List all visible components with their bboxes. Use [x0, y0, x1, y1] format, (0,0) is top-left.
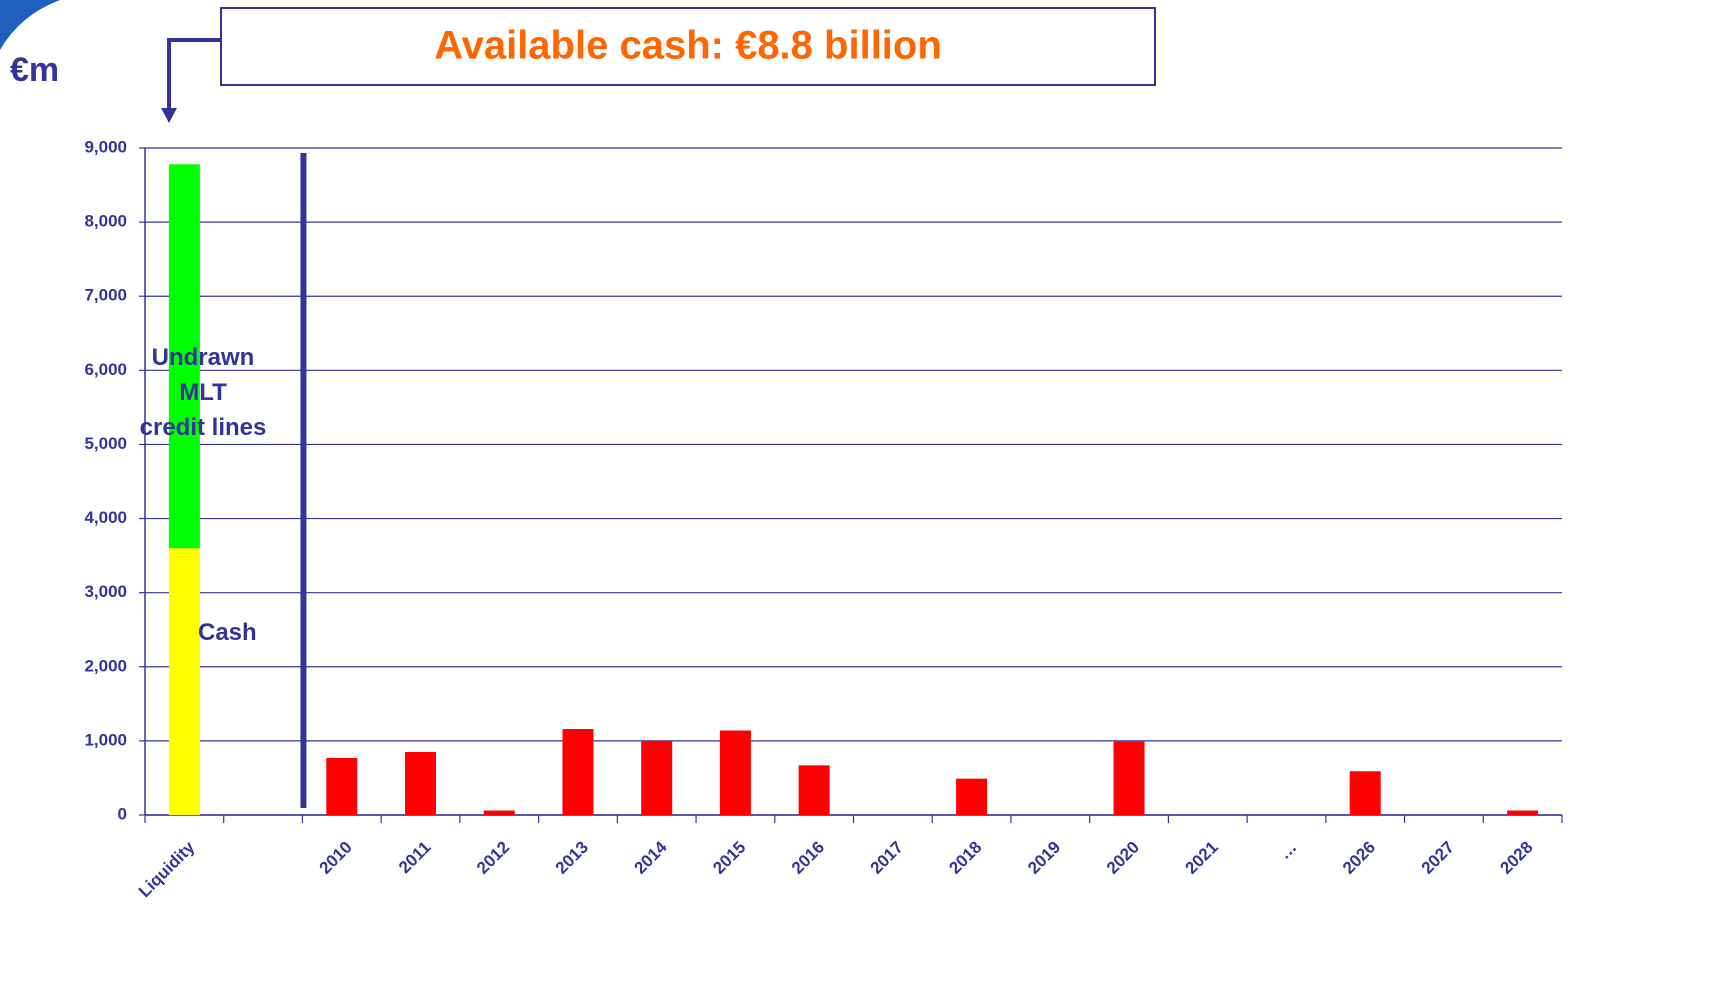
x-tick-label: 2018	[945, 838, 985, 878]
x-tick-label: 2027	[1418, 838, 1458, 878]
bar	[562, 729, 594, 815]
x-tick-label: 2028	[1496, 838, 1536, 878]
y-tick-label: 7,000	[84, 286, 127, 305]
x-tick-label: 2020	[1103, 838, 1143, 878]
bar	[1349, 771, 1381, 815]
x-tick-label: 2012	[473, 838, 513, 878]
x-tick-label: 2010	[316, 838, 356, 878]
y-tick-label: 3,000	[84, 582, 127, 601]
bar	[168, 164, 200, 549]
bar	[956, 778, 988, 815]
y-tick-label: 1,000	[84, 730, 127, 749]
bar	[1113, 741, 1145, 815]
x-tick-label: Liquidity	[135, 837, 199, 901]
y-tick-label: 5,000	[84, 434, 127, 453]
series-label: Cash	[198, 619, 257, 646]
y-tick-label: 8,000	[84, 212, 127, 231]
arrow	[167, 38, 221, 110]
x-tick-label: 2016	[788, 838, 828, 878]
x-tick-label: 2021	[1182, 838, 1222, 878]
x-tick-label: 2015	[709, 838, 749, 878]
bar	[1507, 810, 1539, 815]
bar	[641, 740, 673, 815]
x-tick-label: 2026	[1339, 838, 1379, 878]
separator	[300, 153, 307, 808]
y-axis-unit: €m	[10, 51, 59, 89]
corner-decoration	[0, 0, 60, 50]
y-tick-label: 0	[118, 804, 127, 823]
x-tick-label: 2013	[552, 838, 592, 878]
x-tick-label: 2014	[631, 837, 672, 878]
x-tick-label: 2019	[1024, 838, 1064, 878]
y-tick-label: 2,000	[84, 656, 127, 675]
x-tick-label: …	[1275, 838, 1300, 863]
arrow-head	[161, 108, 177, 123]
x-tick-label: 2011	[395, 838, 435, 878]
series-label: Undrawn MLT credit lines	[139, 344, 267, 441]
y-tick-label: 9,000	[84, 137, 127, 156]
title-box	[220, 7, 1156, 86]
bar	[483, 810, 515, 815]
bar	[798, 765, 830, 815]
bar	[168, 548, 200, 815]
y-tick-label: 6,000	[84, 360, 127, 379]
x-tick-label: 2017	[867, 838, 907, 878]
bar	[719, 730, 751, 815]
y-tick-label: 4,000	[84, 508, 127, 527]
bar	[326, 757, 358, 815]
bar	[405, 752, 437, 815]
chart-title: Available cash: €8.8 billion	[434, 24, 942, 68]
